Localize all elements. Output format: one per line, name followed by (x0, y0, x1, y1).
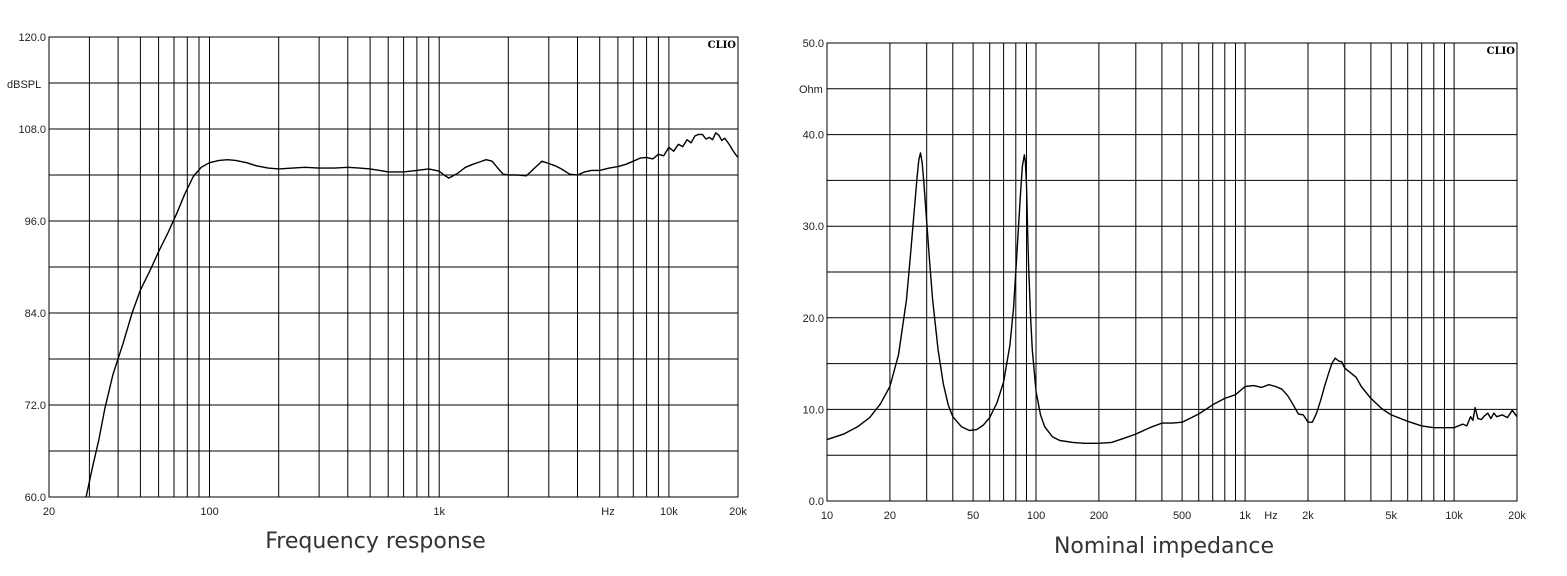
frequency-response-y-unit-label: dBSPL (7, 79, 41, 91)
frequency-response-x-unit-label: Hz (601, 506, 614, 518)
frequency-response-y-tick-label: 60.0 (25, 492, 46, 504)
frequency-response-y-tick-label: 72.0 (25, 400, 46, 412)
nominal-impedance-x-tick-label: 200 (1090, 510, 1108, 522)
frequency-response-caption: Frequency response (265, 529, 486, 554)
nominal-impedance-x-tick-label: 2k (1302, 510, 1314, 522)
frequency-response-y-tick-label: 84.0 (25, 308, 46, 320)
nominal-impedance-caption: Nominal impedance (1054, 534, 1274, 559)
nominal-impedance-x-tick-label: 1k (1239, 510, 1251, 522)
nominal-impedance-x-unit-label: Hz (1264, 510, 1277, 522)
nominal-impedance-x-tick-label: 10 (821, 510, 833, 522)
frequency-response-x-tick-label: 10k (660, 506, 678, 518)
nominal-impedance-x-tick-label: 100 (1027, 510, 1045, 522)
nominal-impedance-x-tick-label: 10k (1445, 510, 1463, 522)
nominal-impedance-y-tick-label: 30.0 (803, 221, 824, 233)
frequency-response-y-tick-label: 96.0 (25, 216, 46, 228)
nominal-impedance-y-tick-label: 20.0 (803, 313, 824, 325)
frequency-response-x-tick-label: 1k (433, 506, 445, 518)
nominal-impedance-brand-mark: CLIO (1487, 46, 1516, 57)
nominal-impedance-y-tick-label: 10.0 (803, 404, 824, 416)
nominal-impedance-x-tick-label: 500 (1173, 510, 1191, 522)
nominal-impedance-x-tick-label: 20k (1508, 510, 1526, 522)
frequency-response-tick-labels: 60.0 72.0 84.0 96.0 108.0 120.0 20 100 1k 10k 20k (18, 32, 747, 518)
frequency-response-x-tick-label: 20 (43, 506, 55, 518)
nominal-impedance-y-tick-label: 0.0 (809, 496, 824, 508)
nominal-impedance-plot-frame (826, 42, 1518, 502)
frequency-response-series-line (85, 132, 739, 498)
frequency-response-y-tick-label: 120.0 (18, 32, 46, 44)
nominal-impedance-y-tick-label: 50.0 (803, 38, 824, 50)
frequency-response-x-tick-label: 100 (200, 506, 218, 518)
nominal-impedance-x-tick-label: 20 (884, 510, 896, 522)
frequency-response-x-tick-label: 20k (729, 506, 747, 518)
nominal-impedance-x-tick-label: 50 (967, 510, 979, 522)
frequency-response-curve (85, 132, 739, 498)
nominal-impedance-x-tick-label: 5k (1385, 510, 1397, 522)
frequency-response-y-tick-label: 108.0 (18, 124, 46, 136)
frequency-response-brand-mark: CLIO (708, 40, 737, 51)
frequency-response-plot-frame (48, 36, 739, 498)
nominal-impedance-curve (826, 152, 1518, 444)
nominal-impedance-series-line (826, 152, 1518, 444)
nominal-impedance-chart: 0.0 10.0 20.0 30.0 40.0 50.0 10 20 50 100 200 500 1k… (799, 38, 1526, 559)
nominal-impedance-tick-labels: 0.0 10.0 20.0 30.0 40.0 50.0 10 20 50 100 200 500 1k… (803, 38, 1527, 522)
nominal-impedance-y-unit-label: Ohm (799, 84, 823, 96)
nominal-impedance-y-tick-label: 40.0 (803, 130, 824, 142)
